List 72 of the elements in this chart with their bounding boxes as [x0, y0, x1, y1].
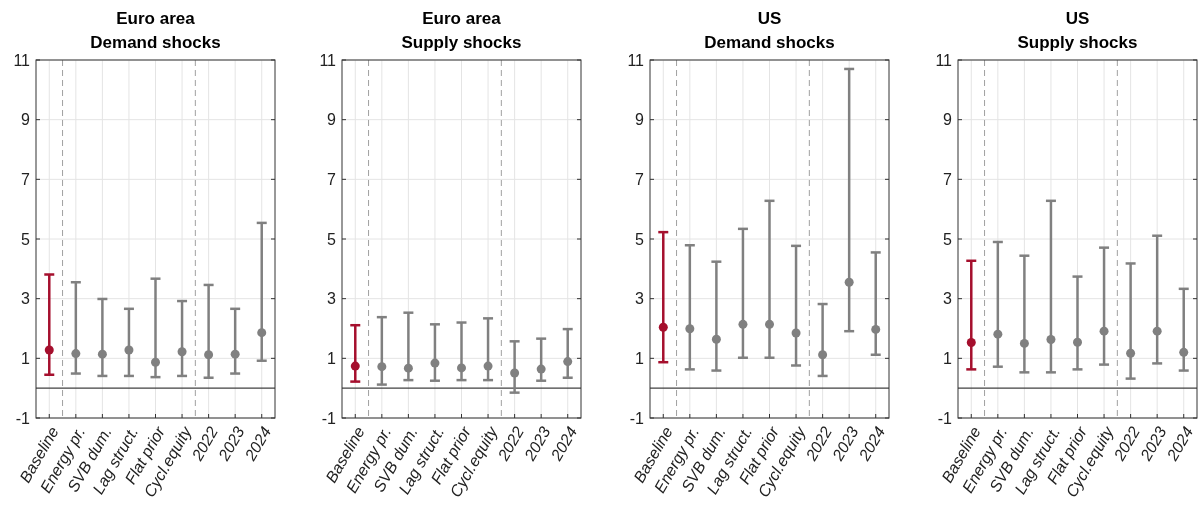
y-tick-label: 11 — [935, 51, 953, 69]
y-tick-label: 7 — [21, 170, 31, 188]
point — [1019, 338, 1029, 348]
y-tick-label: -1 — [15, 409, 31, 427]
y-tick-label: -1 — [629, 409, 645, 427]
point — [871, 324, 881, 334]
point — [44, 345, 54, 355]
point — [71, 349, 81, 359]
point — [97, 349, 107, 359]
y-tick-label: 9 — [635, 111, 645, 129]
point — [1073, 337, 1082, 347]
point — [350, 361, 360, 371]
point — [457, 363, 466, 373]
y-tick-label: 7 — [943, 170, 953, 188]
point — [993, 329, 1003, 339]
y-tick-label: 7 — [327, 170, 337, 188]
point — [377, 362, 387, 372]
point — [483, 361, 493, 371]
chart-subtitle: Supply shocks — [1017, 33, 1138, 52]
y-tick-label: 3 — [21, 290, 31, 308]
point — [1126, 348, 1136, 358]
y-tick-label: 3 — [327, 290, 337, 308]
y-tick-label: 11 — [627, 51, 645, 69]
point — [151, 357, 160, 367]
chart-title: Euro area — [422, 9, 502, 28]
y-tick-label: 1 — [943, 349, 953, 367]
y-tick-label: 11 — [13, 51, 31, 69]
y-tick-label: 1 — [635, 349, 645, 367]
chart-title: US — [757, 9, 782, 28]
y-tick-label: 5 — [635, 230, 645, 248]
y-tick-label: 1 — [327, 349, 337, 367]
point — [403, 363, 413, 373]
point — [563, 357, 573, 367]
y-tick-label: 1 — [21, 349, 31, 367]
y-tick-label: 11 — [319, 51, 337, 69]
point — [685, 324, 695, 334]
point — [818, 350, 828, 360]
chart-title: Euro area — [116, 9, 196, 28]
chart-title: US — [1065, 9, 1090, 28]
y-tick-label: 3 — [635, 290, 645, 308]
chart-subtitle: Demand shocks — [90, 33, 221, 52]
point — [658, 322, 668, 332]
y-tick-label: 5 — [327, 230, 337, 248]
point — [1099, 326, 1109, 336]
point — [257, 328, 267, 338]
chart-subtitle: Demand shocks — [704, 33, 835, 52]
point — [430, 358, 440, 368]
point — [966, 338, 976, 348]
point — [177, 347, 187, 357]
y-tick-label: 5 — [943, 230, 953, 248]
y-tick-label: -1 — [321, 409, 337, 427]
y-tick-label: 9 — [327, 111, 337, 129]
y-tick-label: 3 — [943, 290, 953, 308]
point — [1152, 326, 1162, 336]
point — [738, 319, 748, 329]
y-tick-label: -1 — [937, 409, 953, 427]
y-tick-label: 9 — [943, 111, 953, 129]
point — [765, 319, 774, 329]
y-tick-label: 7 — [635, 170, 645, 188]
chart-subtitle: Supply shocks — [401, 33, 522, 52]
y-tick-label: 9 — [21, 111, 31, 129]
point — [1046, 335, 1056, 345]
point — [711, 334, 721, 344]
point — [1179, 347, 1189, 357]
y-tick-label: 5 — [21, 230, 31, 248]
point — [204, 350, 214, 360]
point — [124, 345, 134, 355]
point — [844, 277, 854, 287]
point — [230, 349, 240, 359]
point — [536, 364, 546, 374]
point — [791, 328, 801, 338]
point — [510, 368, 520, 378]
